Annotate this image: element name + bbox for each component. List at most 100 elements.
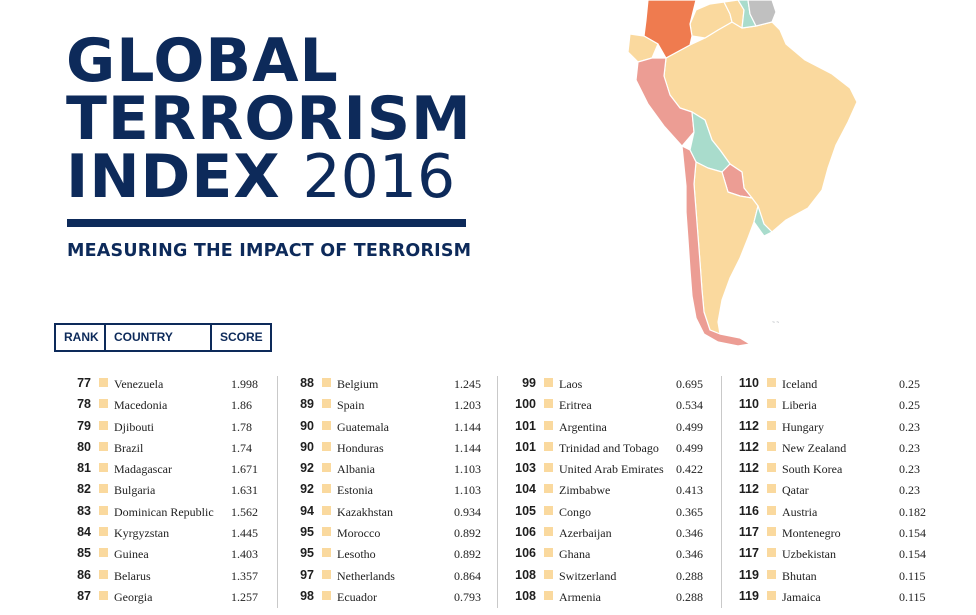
map-region-colombia bbox=[643, 0, 697, 59]
category-swatch bbox=[322, 569, 331, 579]
score-value: 0.864 bbox=[454, 568, 481, 583]
score-value: 0.23 bbox=[899, 440, 920, 455]
rank-value: 108 bbox=[515, 588, 536, 603]
rank-value: 103 bbox=[515, 461, 536, 476]
rank-value: 85 bbox=[77, 546, 91, 561]
country-name: Ecuador bbox=[337, 589, 377, 604]
score-value: 1.78 bbox=[231, 419, 252, 434]
report-title: GLOBAL TERRORISM INDEX 2016 bbox=[66, 31, 472, 207]
rank-value: 106 bbox=[515, 525, 536, 540]
country-name: Trinidad and Tobago bbox=[559, 440, 659, 455]
score-value: 1.445 bbox=[231, 526, 258, 541]
score-value: 1.144 bbox=[454, 440, 481, 455]
rank-value: 112 bbox=[738, 482, 759, 497]
country-name: Guinea bbox=[114, 547, 149, 562]
country-name: Hungary bbox=[782, 419, 824, 434]
country-name: Iceland bbox=[782, 377, 818, 391]
south-america-map: ~ ~ bbox=[627, 0, 858, 347]
category-swatch bbox=[767, 505, 776, 515]
country-name: Uzbekistan bbox=[782, 547, 836, 562]
rank-value: 81 bbox=[77, 461, 91, 476]
score-value: 1.144 bbox=[454, 419, 481, 434]
score-value: 1.403 bbox=[231, 547, 258, 562]
country-name: Madagascar bbox=[114, 462, 172, 477]
score-value: 0.892 bbox=[454, 526, 481, 541]
category-swatch bbox=[322, 463, 331, 473]
rank-value: 92 bbox=[300, 461, 314, 476]
category-swatch bbox=[99, 569, 108, 579]
country-name: Azerbaijan bbox=[559, 526, 612, 541]
category-swatch bbox=[767, 527, 776, 537]
category-swatch bbox=[99, 505, 108, 515]
country-name: Eritrea bbox=[559, 398, 592, 413]
score-value: 1.74 bbox=[231, 440, 252, 455]
category-swatch bbox=[767, 420, 776, 430]
rank-value: 90 bbox=[300, 418, 314, 433]
category-swatch bbox=[544, 484, 553, 494]
score-value: 0.422 bbox=[676, 462, 703, 477]
score-value: 0.25 bbox=[899, 398, 920, 413]
category-swatch bbox=[767, 569, 776, 579]
rank-value: 112 bbox=[738, 461, 759, 476]
category-swatch bbox=[544, 463, 553, 473]
score-value: 1.203 bbox=[454, 398, 481, 413]
title-line-3: INDEX 2016 bbox=[66, 147, 472, 207]
rank-value: 112 bbox=[738, 439, 759, 454]
rank-value: 98 bbox=[300, 588, 314, 603]
rank-value: 80 bbox=[77, 439, 91, 454]
score-value: 1.631 bbox=[231, 483, 258, 498]
category-swatch bbox=[544, 569, 553, 579]
category-swatch bbox=[544, 505, 553, 515]
category-swatch bbox=[544, 548, 553, 558]
rank-value: 94 bbox=[300, 503, 314, 518]
category-swatch bbox=[544, 527, 553, 537]
rank-value: 119 bbox=[738, 567, 759, 582]
score-value: 0.793 bbox=[454, 589, 481, 604]
country-name: Estonia bbox=[337, 483, 373, 498]
country-name: Bhutan bbox=[782, 568, 817, 583]
category-swatch bbox=[322, 590, 331, 600]
rank-value: 84 bbox=[77, 525, 91, 540]
rank-value: 92 bbox=[300, 482, 314, 497]
country-name: New Zealand bbox=[782, 440, 847, 455]
rank-value: 112 bbox=[738, 418, 759, 433]
category-swatch bbox=[767, 590, 776, 600]
score-value: 1.671 bbox=[231, 462, 258, 477]
country-name: Bulgaria bbox=[114, 483, 156, 498]
report-subtitle: MEASURING THE IMPACT OF TERRORISM bbox=[67, 241, 472, 261]
score-value: 0.499 bbox=[676, 419, 703, 434]
category-swatch bbox=[767, 463, 776, 473]
rank-value: 100 bbox=[515, 397, 536, 412]
score-value: 0.534 bbox=[676, 398, 703, 413]
category-swatch bbox=[322, 505, 331, 515]
map-region-french-guiana bbox=[747, 0, 777, 27]
score-value: 0.115 bbox=[899, 589, 926, 604]
table-header: RANK COUNTRY SCORE bbox=[54, 323, 272, 352]
country-name: Austria bbox=[782, 504, 818, 519]
country-name: Montenegro bbox=[782, 526, 841, 541]
score-value: 1.357 bbox=[231, 568, 258, 583]
rank-value: 95 bbox=[300, 546, 314, 561]
category-swatch bbox=[767, 378, 776, 387]
rank-value: 79 bbox=[77, 418, 91, 433]
country-name: Brazil bbox=[114, 440, 144, 455]
category-swatch bbox=[544, 399, 553, 409]
rank-value: 105 bbox=[515, 503, 536, 518]
score-value: 0.23 bbox=[899, 462, 920, 477]
category-swatch bbox=[544, 378, 553, 387]
category-swatch bbox=[99, 420, 108, 430]
category-swatch bbox=[767, 399, 776, 409]
score-value: 0.892 bbox=[454, 547, 481, 562]
country-name: Guatemala bbox=[337, 419, 389, 434]
country-name: Laos bbox=[559, 377, 583, 391]
category-swatch bbox=[99, 548, 108, 558]
score-value: 1.103 bbox=[454, 462, 481, 477]
country-name: Belgium bbox=[337, 377, 379, 391]
score-value: 0.934 bbox=[454, 504, 481, 519]
rank-value: 82 bbox=[77, 482, 91, 497]
country-name: Argentina bbox=[559, 419, 607, 434]
country-name: Netherlands bbox=[337, 568, 395, 583]
score-value: 0.23 bbox=[899, 483, 920, 498]
country-name: Kazakhstan bbox=[337, 504, 393, 519]
rank-value: 77 bbox=[77, 376, 91, 390]
